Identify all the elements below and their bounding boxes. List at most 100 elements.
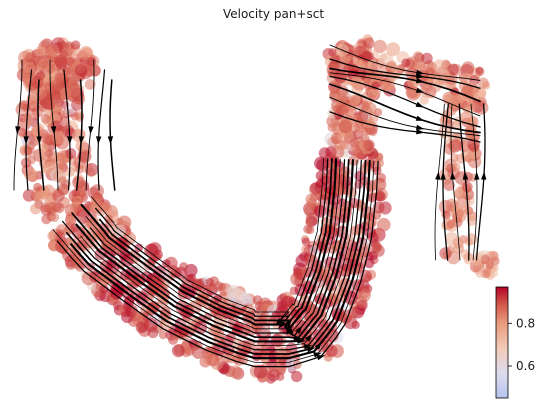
cell-point — [58, 161, 68, 171]
cell-point — [71, 189, 80, 198]
cell-point — [84, 79, 96, 90]
chart-title: Velocity pan+sct — [222, 7, 325, 21]
streamline-arrowhead — [297, 338, 306, 344]
cell-point — [445, 245, 455, 255]
streamline — [49, 59, 59, 191]
streamline-arrowhead — [416, 78, 425, 84]
cell-point — [386, 42, 400, 57]
streamline — [37, 79, 45, 191]
cell-point — [419, 95, 429, 105]
cell-point — [364, 258, 375, 269]
streamline — [75, 79, 83, 191]
cell-point — [71, 98, 83, 111]
cell-point — [158, 330, 168, 340]
streamline — [85, 159, 341, 334]
cell-point — [57, 183, 70, 196]
cell-point — [438, 199, 453, 214]
streamline — [61, 159, 362, 351]
cell-point — [301, 245, 310, 254]
cell-point — [452, 163, 461, 172]
cell-point — [303, 224, 313, 234]
cell-point — [86, 56, 97, 67]
cell-point — [44, 149, 54, 158]
streamline — [99, 158, 333, 329]
cell-point — [368, 88, 379, 100]
streamline-arrowhead — [293, 335, 303, 341]
cell-point — [451, 120, 461, 130]
streamline-arrowhead — [481, 171, 487, 180]
streamline-arrowhead — [88, 126, 94, 135]
streamline-arrowhead — [415, 101, 425, 108]
velocity-streamlines — [13, 44, 487, 368]
cell-point — [355, 296, 368, 309]
cell-point — [40, 132, 52, 144]
cell-point — [81, 271, 96, 286]
cell-point — [439, 114, 451, 127]
cell-point — [22, 114, 34, 126]
cell-point — [489, 269, 499, 278]
cell-point — [367, 231, 379, 243]
streamline-arrowhead — [440, 171, 446, 180]
cell-point — [337, 132, 346, 142]
cell-point — [104, 235, 116, 248]
streamline — [329, 67, 481, 103]
cell-point — [317, 193, 329, 205]
cell-point — [143, 317, 158, 332]
streamline — [329, 44, 481, 81]
cell-point — [41, 214, 52, 225]
cell-point — [85, 163, 99, 177]
cell-point — [267, 369, 280, 382]
cell-point — [442, 218, 455, 231]
streamline — [71, 159, 350, 340]
cell-point — [443, 179, 455, 191]
streamline — [458, 103, 470, 261]
streamline — [329, 111, 481, 143]
streamline-arrowhead — [50, 126, 57, 135]
cell-point — [99, 284, 109, 294]
streamline — [25, 69, 33, 191]
cell-point — [104, 214, 113, 223]
cell-point — [91, 227, 100, 236]
streamline — [63, 69, 71, 191]
cell-point — [26, 94, 38, 106]
cell-point — [304, 204, 317, 218]
cell-point — [110, 287, 123, 300]
streamline — [89, 159, 346, 337]
streamline — [70, 159, 371, 360]
cell-point — [148, 242, 162, 256]
cell-point — [47, 44, 60, 57]
cell-point — [360, 133, 370, 143]
cell-point — [171, 344, 185, 358]
cell-point — [240, 292, 252, 304]
cell-point — [192, 278, 205, 291]
streamline-arrowhead — [303, 344, 313, 350]
cell-points — [15, 34, 500, 384]
cell-point — [293, 268, 305, 280]
streamline — [475, 103, 486, 261]
streamline — [80, 159, 358, 346]
cell-point — [352, 279, 365, 292]
cell-point — [140, 303, 153, 316]
streamline — [56, 160, 379, 368]
streamline-arrowhead — [435, 171, 441, 180]
streamline-arrowhead — [316, 355, 326, 361]
cell-point — [372, 242, 382, 252]
cell-point — [63, 66, 76, 79]
cell-point — [49, 212, 60, 223]
cell-point — [41, 188, 50, 197]
streamline-arrowhead — [295, 325, 303, 334]
cell-point — [33, 182, 42, 192]
cell-point — [315, 179, 325, 189]
cell-point — [58, 176, 67, 185]
cell-point — [90, 199, 105, 214]
cell-point — [30, 203, 41, 215]
cell-point — [432, 59, 446, 73]
cell-point — [54, 72, 65, 83]
colorbar-ticks: 0.6 0.8 — [508, 316, 535, 373]
cell-point — [340, 122, 350, 132]
cell-point — [88, 64, 101, 77]
cell-point — [480, 254, 491, 265]
streamline — [13, 59, 23, 191]
streamline — [329, 96, 481, 137]
cell-point — [391, 67, 403, 78]
